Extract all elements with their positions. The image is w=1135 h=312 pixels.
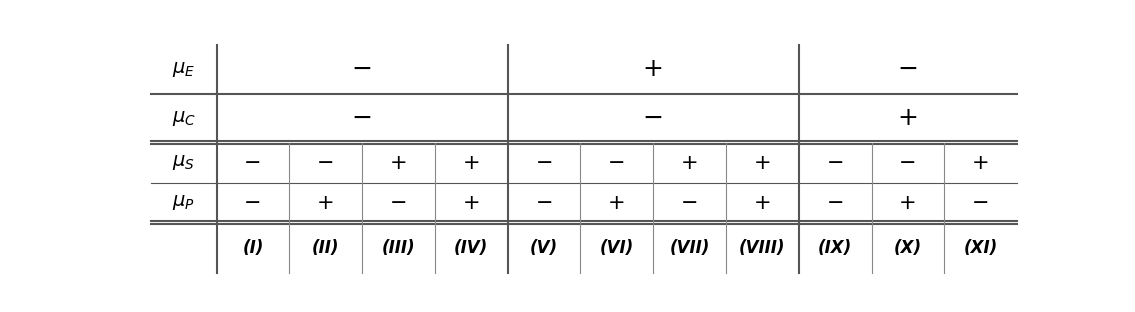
Text: (VIII): (VIII) [739, 239, 785, 257]
Text: −: − [352, 57, 372, 81]
Text: $\mu_E$: $\mu_E$ [173, 60, 195, 79]
Text: +: + [754, 193, 771, 213]
Text: −: − [642, 106, 664, 130]
Text: +: + [898, 106, 918, 130]
Text: $\mu_C$: $\mu_C$ [171, 109, 195, 128]
Text: −: − [899, 153, 917, 173]
Text: +: + [389, 153, 407, 173]
Text: −: − [244, 193, 262, 213]
Text: +: + [463, 193, 480, 213]
Text: +: + [642, 57, 664, 81]
Text: +: + [608, 193, 625, 213]
Text: +: + [681, 153, 698, 173]
Text: (II): (II) [312, 239, 339, 257]
Text: −: − [826, 153, 844, 173]
Text: (IX): (IX) [818, 239, 852, 257]
Text: (VI): (VI) [599, 239, 634, 257]
Text: −: − [536, 153, 553, 173]
Text: +: + [899, 193, 917, 213]
Text: −: − [972, 193, 990, 213]
Text: −: − [608, 153, 625, 173]
Text: −: − [536, 193, 553, 213]
Text: (XI): (XI) [964, 239, 998, 257]
Text: −: − [317, 153, 335, 173]
Text: +: + [754, 153, 771, 173]
Text: +: + [317, 193, 335, 213]
Text: −: − [826, 193, 844, 213]
Text: (IV): (IV) [454, 239, 488, 257]
Text: $\mu_P$: $\mu_P$ [173, 193, 195, 212]
Text: −: − [898, 57, 918, 81]
Text: (III): (III) [381, 239, 415, 257]
Text: (I): (I) [243, 239, 263, 257]
Text: −: − [389, 193, 407, 213]
Text: (V): (V) [530, 239, 558, 257]
Text: −: − [681, 193, 698, 213]
Text: +: + [972, 153, 990, 173]
Text: +: + [463, 153, 480, 173]
Text: −: − [244, 153, 262, 173]
Text: −: − [352, 106, 372, 130]
Text: (VII): (VII) [670, 239, 709, 257]
Text: (X): (X) [894, 239, 922, 257]
Text: $\mu_S$: $\mu_S$ [173, 153, 195, 172]
